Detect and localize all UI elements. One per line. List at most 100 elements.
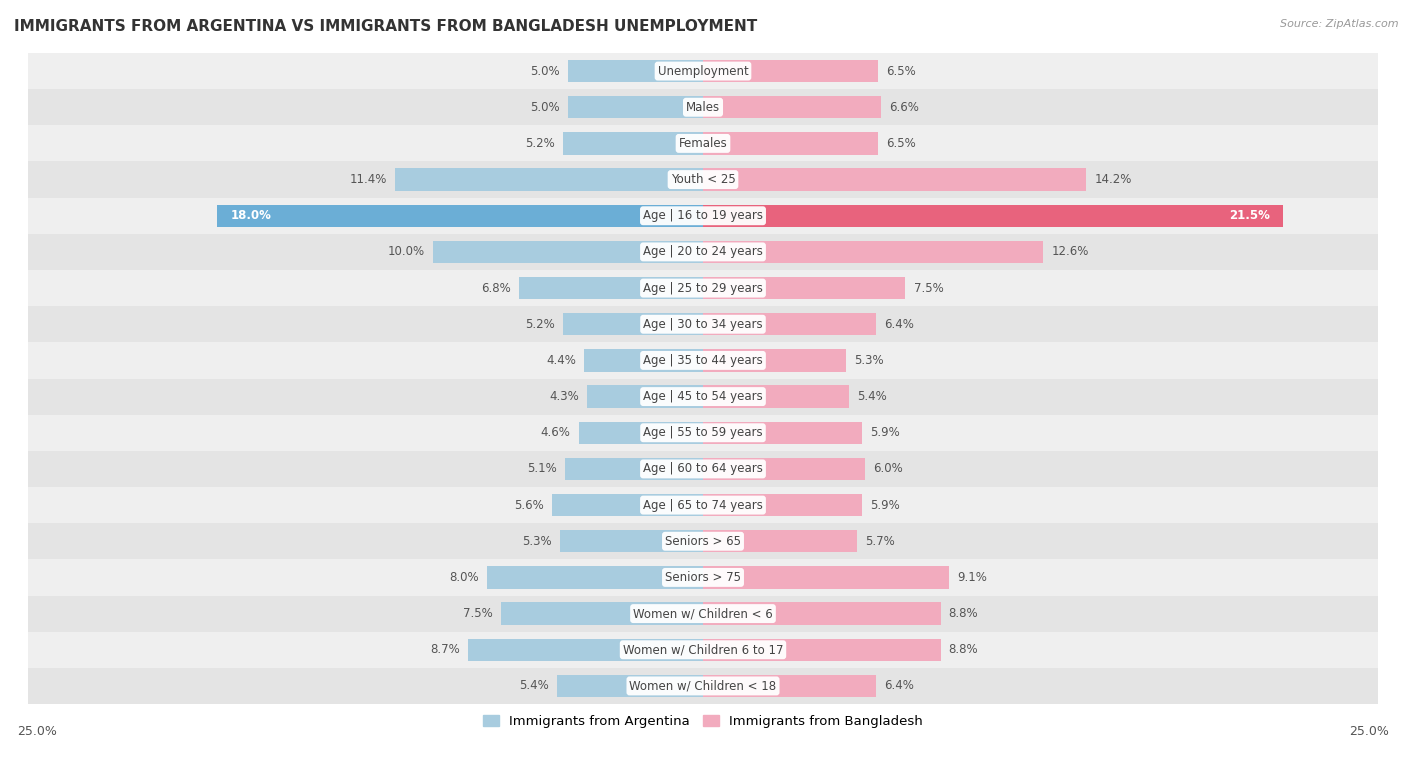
Bar xyxy=(28,415,1378,451)
Bar xyxy=(28,89,1378,126)
Bar xyxy=(703,566,949,589)
Text: Age | 55 to 59 years: Age | 55 to 59 years xyxy=(643,426,763,439)
Text: 6.0%: 6.0% xyxy=(873,463,903,475)
Bar xyxy=(703,385,849,408)
Bar xyxy=(519,277,703,299)
Text: Women w/ Children 6 to 17: Women w/ Children 6 to 17 xyxy=(623,643,783,656)
Bar xyxy=(703,422,862,444)
Text: 11.4%: 11.4% xyxy=(350,173,387,186)
Bar xyxy=(28,487,1378,523)
Bar xyxy=(703,494,862,516)
Text: 7.5%: 7.5% xyxy=(463,607,492,620)
Bar xyxy=(28,198,1378,234)
Bar xyxy=(586,385,703,408)
Bar xyxy=(568,96,703,118)
Text: Women w/ Children < 18: Women w/ Children < 18 xyxy=(630,680,776,693)
Bar xyxy=(501,603,703,625)
Text: 9.1%: 9.1% xyxy=(956,571,987,584)
Text: Age | 16 to 19 years: Age | 16 to 19 years xyxy=(643,209,763,223)
Bar xyxy=(557,674,703,697)
Legend: Immigrants from Argentina, Immigrants from Bangladesh: Immigrants from Argentina, Immigrants fr… xyxy=(478,709,928,734)
Text: 7.5%: 7.5% xyxy=(914,282,943,294)
Bar xyxy=(486,566,703,589)
Text: Youth < 25: Youth < 25 xyxy=(671,173,735,186)
Text: 8.8%: 8.8% xyxy=(949,607,979,620)
Text: 14.2%: 14.2% xyxy=(1094,173,1132,186)
Text: 4.3%: 4.3% xyxy=(550,390,579,403)
Text: 5.0%: 5.0% xyxy=(530,101,560,114)
Bar xyxy=(217,204,703,227)
Bar xyxy=(703,458,865,480)
Text: 5.7%: 5.7% xyxy=(865,534,894,548)
Bar xyxy=(703,168,1087,191)
Bar xyxy=(28,559,1378,596)
Bar xyxy=(28,161,1378,198)
Bar xyxy=(433,241,703,263)
Text: 5.6%: 5.6% xyxy=(515,499,544,512)
Text: 5.9%: 5.9% xyxy=(870,426,900,439)
Text: 18.0%: 18.0% xyxy=(231,209,271,223)
Text: 5.2%: 5.2% xyxy=(524,318,554,331)
Text: Females: Females xyxy=(679,137,727,150)
Bar xyxy=(28,631,1378,668)
Bar xyxy=(28,126,1378,161)
Bar xyxy=(703,639,941,661)
Text: 6.8%: 6.8% xyxy=(482,282,512,294)
Bar xyxy=(28,53,1378,89)
Text: Age | 65 to 74 years: Age | 65 to 74 years xyxy=(643,499,763,512)
Bar xyxy=(28,451,1378,487)
Text: 5.3%: 5.3% xyxy=(855,354,884,367)
Bar xyxy=(28,234,1378,270)
Bar xyxy=(28,668,1378,704)
Bar xyxy=(551,494,703,516)
Bar xyxy=(703,674,876,697)
Text: 8.8%: 8.8% xyxy=(949,643,979,656)
Bar xyxy=(703,277,905,299)
Bar xyxy=(560,530,703,553)
Text: 4.6%: 4.6% xyxy=(541,426,571,439)
Bar xyxy=(703,204,1284,227)
Text: 6.5%: 6.5% xyxy=(887,64,917,77)
Text: Age | 35 to 44 years: Age | 35 to 44 years xyxy=(643,354,763,367)
Text: 5.3%: 5.3% xyxy=(522,534,551,548)
Text: 10.0%: 10.0% xyxy=(388,245,425,258)
Text: Age | 30 to 34 years: Age | 30 to 34 years xyxy=(643,318,763,331)
Text: Males: Males xyxy=(686,101,720,114)
Bar xyxy=(585,349,703,372)
Bar xyxy=(703,349,846,372)
Text: Women w/ Children < 6: Women w/ Children < 6 xyxy=(633,607,773,620)
Text: IMMIGRANTS FROM ARGENTINA VS IMMIGRANTS FROM BANGLADESH UNEMPLOYMENT: IMMIGRANTS FROM ARGENTINA VS IMMIGRANTS … xyxy=(14,19,758,34)
Bar xyxy=(703,132,879,154)
Bar xyxy=(468,639,703,661)
Text: 8.0%: 8.0% xyxy=(450,571,479,584)
Bar xyxy=(28,342,1378,378)
Bar xyxy=(395,168,703,191)
Text: 21.5%: 21.5% xyxy=(1229,209,1270,223)
Text: 5.9%: 5.9% xyxy=(870,499,900,512)
Bar xyxy=(565,458,703,480)
Bar xyxy=(28,378,1378,415)
Text: 8.7%: 8.7% xyxy=(430,643,460,656)
Bar xyxy=(562,132,703,154)
Text: 4.4%: 4.4% xyxy=(547,354,576,367)
Bar xyxy=(28,523,1378,559)
Bar xyxy=(703,241,1043,263)
Text: 6.4%: 6.4% xyxy=(884,318,914,331)
Text: Seniors > 65: Seniors > 65 xyxy=(665,534,741,548)
Bar xyxy=(703,60,879,83)
Bar xyxy=(703,530,856,553)
Bar xyxy=(579,422,703,444)
Text: 5.4%: 5.4% xyxy=(856,390,887,403)
Text: 5.4%: 5.4% xyxy=(519,680,550,693)
Text: 12.6%: 12.6% xyxy=(1052,245,1088,258)
Bar xyxy=(568,60,703,83)
Text: Age | 45 to 54 years: Age | 45 to 54 years xyxy=(643,390,763,403)
Text: Source: ZipAtlas.com: Source: ZipAtlas.com xyxy=(1281,19,1399,29)
Text: Seniors > 75: Seniors > 75 xyxy=(665,571,741,584)
Bar xyxy=(703,603,941,625)
Text: 6.6%: 6.6% xyxy=(889,101,920,114)
Text: Unemployment: Unemployment xyxy=(658,64,748,77)
Text: 5.0%: 5.0% xyxy=(530,64,560,77)
Text: Age | 25 to 29 years: Age | 25 to 29 years xyxy=(643,282,763,294)
Bar xyxy=(703,313,876,335)
